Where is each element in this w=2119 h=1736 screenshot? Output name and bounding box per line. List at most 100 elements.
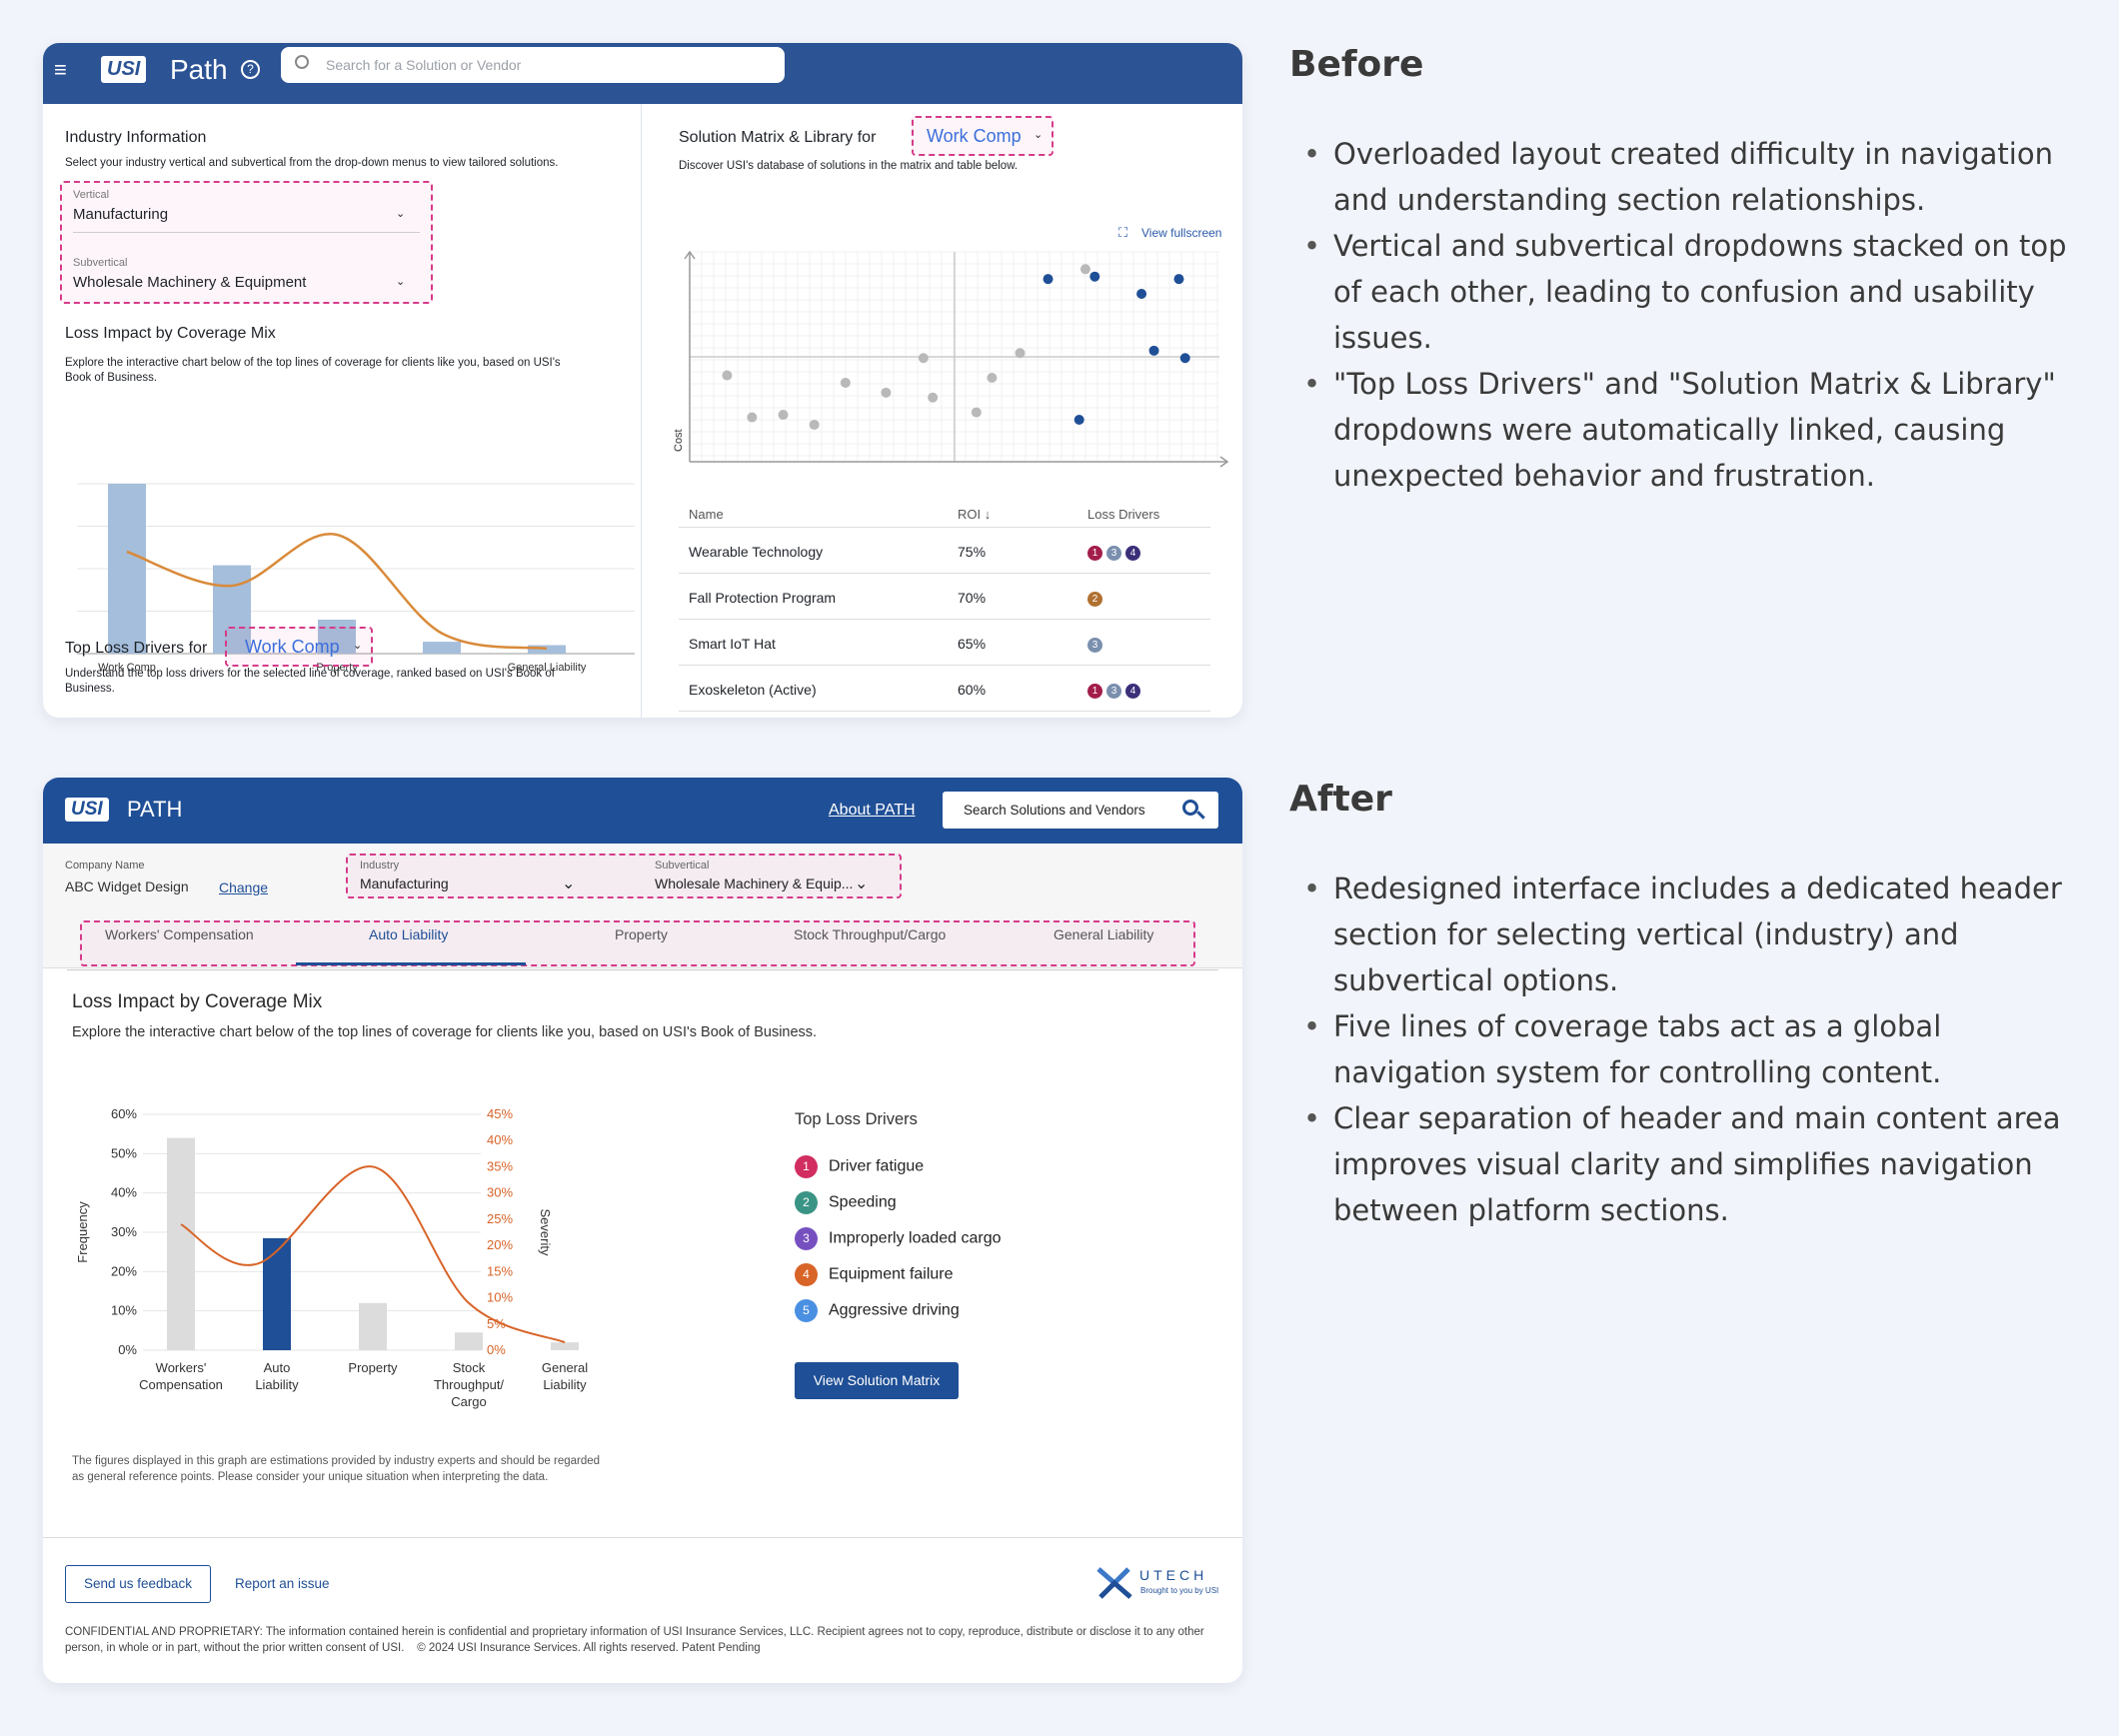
table-row[interactable]: Exoskeleton (Passive)50%134 (679, 711, 1210, 718)
y2-tick-label: 35% (487, 1158, 513, 1173)
loss-driver-rank-badge: 1 (795, 1155, 818, 1178)
severity-line (180, 1165, 566, 1344)
vertical-label: Vertical (73, 189, 110, 201)
y2-tick-label: 20% (487, 1237, 513, 1252)
x-tick-label: General Liability (508, 662, 587, 674)
search-icon (295, 55, 309, 69)
company-label: Company Name (65, 860, 145, 871)
col-header-loss-drivers[interactable]: Loss Drivers (1087, 507, 1160, 522)
subvertical-select[interactable]: Wholesale Machinery & Equip... (655, 875, 854, 891)
col-header-roi[interactable]: ROI ↓ (958, 507, 992, 522)
feedback-button[interactable]: Send us feedback (65, 1565, 211, 1603)
search-bar[interactable]: Search for a Solution or Vendor (281, 47, 785, 83)
search-input[interactable]: Search Solutions and Vendors (964, 803, 1145, 818)
scatter-point (1173, 274, 1184, 285)
footer-divider (43, 1537, 1242, 1538)
tab-general-liability[interactable]: General Liability (1054, 926, 1154, 942)
loss-driver-label: Speeding (829, 1193, 897, 1211)
bar (551, 1342, 579, 1350)
col-header-name[interactable]: Name (689, 507, 724, 522)
industry-desc: Select your industry vertical and subver… (65, 157, 559, 169)
fullscreen-icon[interactable]: ⛶ (1118, 225, 1128, 240)
y2-tick-label: 40% (487, 1132, 513, 1147)
x-arrow-icon (1219, 456, 1229, 468)
about-link[interactable]: About PATH (829, 802, 916, 819)
loss-driver-label: Driver fatigue (829, 1157, 925, 1175)
cell-name: Wearable Technology (689, 544, 824, 560)
cell-name: Fall Protection Program (689, 590, 837, 606)
bar (213, 565, 251, 654)
x-tick-label: Cargo (451, 1394, 486, 1409)
scatter-point (1089, 271, 1100, 282)
cell-roi: 65% (958, 636, 987, 652)
before-notes: Overloaded layout created difficulty in … (1291, 131, 2071, 499)
loss-driver-badge: 1 (1087, 684, 1102, 699)
note-item: "Top Loss Drivers" and "Solution Matrix … (1291, 361, 2071, 499)
section-title: Loss Impact by Coverage Mix (72, 991, 323, 1012)
y-axis-label: Cost (673, 429, 685, 452)
before-screenshot: ≡ USI Path ? Search for a Solution or Ve… (43, 43, 1242, 718)
tab-property[interactable]: Property (615, 926, 668, 942)
table-row[interactable]: Fall Protection Program 70% 2 (679, 573, 1210, 619)
search-bar[interactable]: Search Solutions and Vendors (943, 792, 1218, 829)
vertical-select[interactable]: Manufacturing (73, 206, 169, 223)
utech-wordmark: UTECH (1139, 1567, 1208, 1583)
after-heading: After (1289, 779, 1392, 820)
bar (455, 1332, 483, 1350)
view-solution-matrix-label: View Solution Matrix (813, 1372, 941, 1388)
subvertical-select[interactable]: Wholesale Machinery & Equipment (73, 274, 307, 291)
scatter-point (971, 407, 982, 418)
matrix-desc: Discover USI's database of solutions in … (679, 160, 1019, 172)
loss-driver-item: 3 Improperly loaded cargo (795, 1227, 1002, 1250)
loss-driver-badge: 2 (1087, 592, 1102, 607)
drivers-title: Top Loss Drivers (795, 1110, 918, 1128)
bar (263, 1237, 291, 1350)
cell-roi: 75% (958, 544, 987, 560)
before-heading: Before (1289, 44, 1424, 85)
matrix-select[interactable]: Work Comp ⌄ (912, 116, 1054, 156)
scatter-point (928, 392, 939, 403)
feedback-label: Send us feedback (83, 1576, 193, 1591)
loss-driver-label: Aggressive driving (829, 1301, 960, 1319)
table-row[interactable]: Smart IoT Hat 65% 3 (679, 619, 1210, 665)
industry-select[interactable]: Manufacturing (360, 875, 449, 891)
loss-driver-badge: 3 (1106, 546, 1121, 561)
x-tick-label: Compensation (139, 1377, 223, 1392)
loss-driver-rank-badge: 3 (795, 1227, 818, 1250)
chevron-down-icon: ⌄ (1034, 129, 1044, 141)
y2-tick-label: 45% (487, 1106, 513, 1121)
loss-driver-badge: 3 (1106, 684, 1121, 699)
note-item: Clear separation of header and main cont… (1291, 1095, 2071, 1233)
x-tick-label: Work Comp (98, 662, 156, 674)
table-row[interactable]: Exoskeleton (Active) 60% 1 3 4 (679, 665, 1210, 711)
tab-auto-liability[interactable]: Auto Liability (369, 926, 449, 942)
help-icon[interactable]: ? (241, 60, 260, 79)
table-row[interactable]: Wearable Technology 75% 1 3 4 (679, 527, 1210, 573)
cell-name: Smart IoT Hat (689, 636, 776, 652)
y-tick-label: 40% (111, 1185, 137, 1200)
industry-dropdowns-highlight (60, 181, 433, 304)
coverage-tabs (67, 922, 1218, 970)
chevron-down-icon: ⌄ (562, 875, 576, 892)
top-loss-desc: Understand the top loss drivers for the … (65, 668, 555, 695)
loss-driver-badge: 1 (1087, 546, 1102, 561)
view-fullscreen-link[interactable]: View fullscreen (1141, 226, 1222, 240)
menu-icon[interactable]: ≡ (54, 57, 67, 82)
cell-name: Exoskeleton (Active) (689, 682, 817, 698)
top-loss-select[interactable]: Work Comp ⌄ (225, 627, 373, 667)
search-icon[interactable] (1182, 800, 1198, 816)
top-loss-select-value: Work Comp (245, 637, 340, 657)
scatter-point (778, 410, 789, 421)
usi-logo: USI (65, 798, 109, 822)
tab-workers-compensation[interactable]: Workers' Compensation (105, 926, 254, 942)
change-link[interactable]: Change (219, 879, 269, 895)
confidential-notice: CONFIDENTIAL AND PROPRIETARY: The inform… (65, 1626, 1207, 1654)
tab-stock-throughput-cargo[interactable]: Stock Throughput/Cargo (794, 926, 947, 942)
view-solution-matrix-button[interactable]: View Solution Matrix (795, 1362, 959, 1399)
search-input[interactable]: Search for a Solution or Vendor (326, 57, 522, 73)
scatter-point (1043, 274, 1054, 285)
loss-driver-badge: 4 (1125, 684, 1140, 699)
report-issue-link[interactable]: Report an issue (235, 1576, 330, 1591)
search-icon-handle (1196, 811, 1205, 820)
y-tick-label: 50% (111, 1145, 137, 1160)
